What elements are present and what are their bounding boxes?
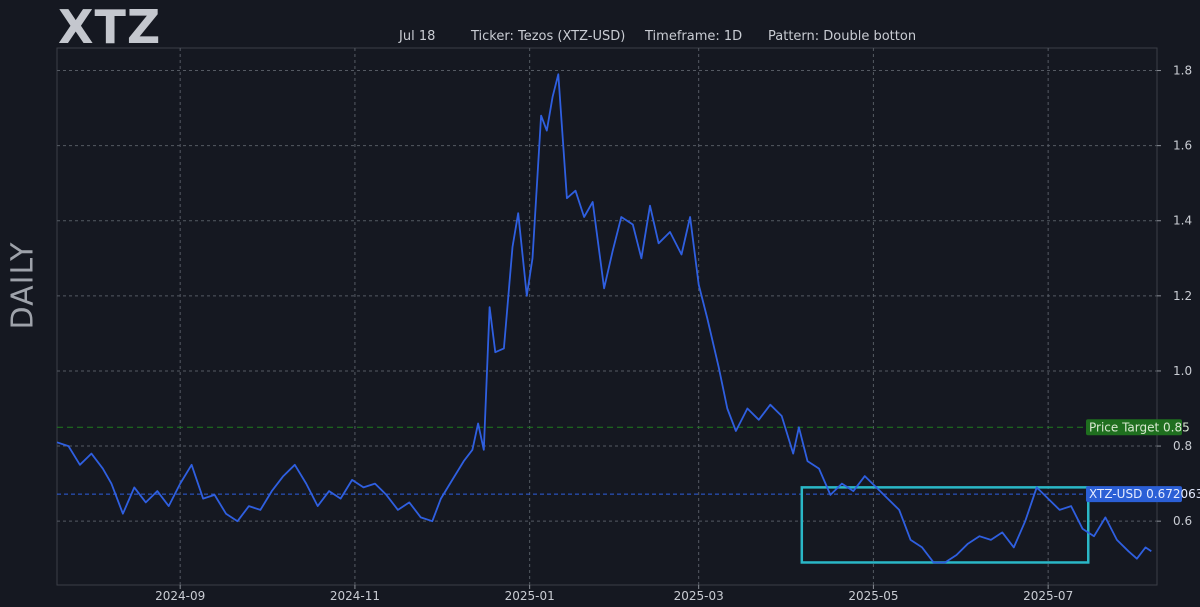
price-target-tag: Price Target 0.85	[1086, 419, 1190, 436]
x-tick-label: 2025-07	[1023, 589, 1073, 603]
y-tick-label: 0.8	[1173, 439, 1192, 453]
y-tick-label: 1.4	[1173, 214, 1192, 228]
chart-title: XTZ	[58, 0, 162, 54]
x-tick-label: 2024-11	[330, 589, 380, 603]
y-tick-label: 1.2	[1173, 289, 1192, 303]
current-price-label: XTZ-USD 0.672063	[1089, 487, 1200, 501]
header-timeframe: Timeframe: 1D	[645, 29, 743, 44]
price-series-line	[56, 73, 1152, 564]
y-tick-label: 1.6	[1173, 139, 1192, 153]
x-tick-label: 2025-05	[848, 589, 898, 603]
x-tick-label: 2024-09	[155, 589, 205, 603]
y-tick-label: 0.6	[1173, 514, 1192, 528]
plot-area	[56, 47, 1158, 586]
y-tick-label: 1.8	[1173, 64, 1192, 78]
current-price-tag: XTZ-USD 0.672063	[1086, 486, 1200, 503]
price-target-label: Price Target 0.85	[1089, 420, 1190, 434]
y-tick-label: 1.0	[1173, 364, 1192, 378]
x-axis-ticks: 2024-09 2024-11 2025-01 2025-03 2025-05 2025-…	[155, 585, 1073, 603]
header-date: Jul 18	[399, 29, 436, 44]
header-ticker: Ticker: Tezos (XTZ-USD)	[471, 29, 626, 44]
y-axis-ticks: 0.6 0.8 1.0 1.2 1.4 1.6 1.8	[1157, 64, 1192, 528]
header-pattern: Pattern: Double botton	[768, 29, 917, 44]
x-tick-label: 2025-03	[674, 589, 724, 603]
x-tick-label: 2025-01	[505, 589, 555, 603]
